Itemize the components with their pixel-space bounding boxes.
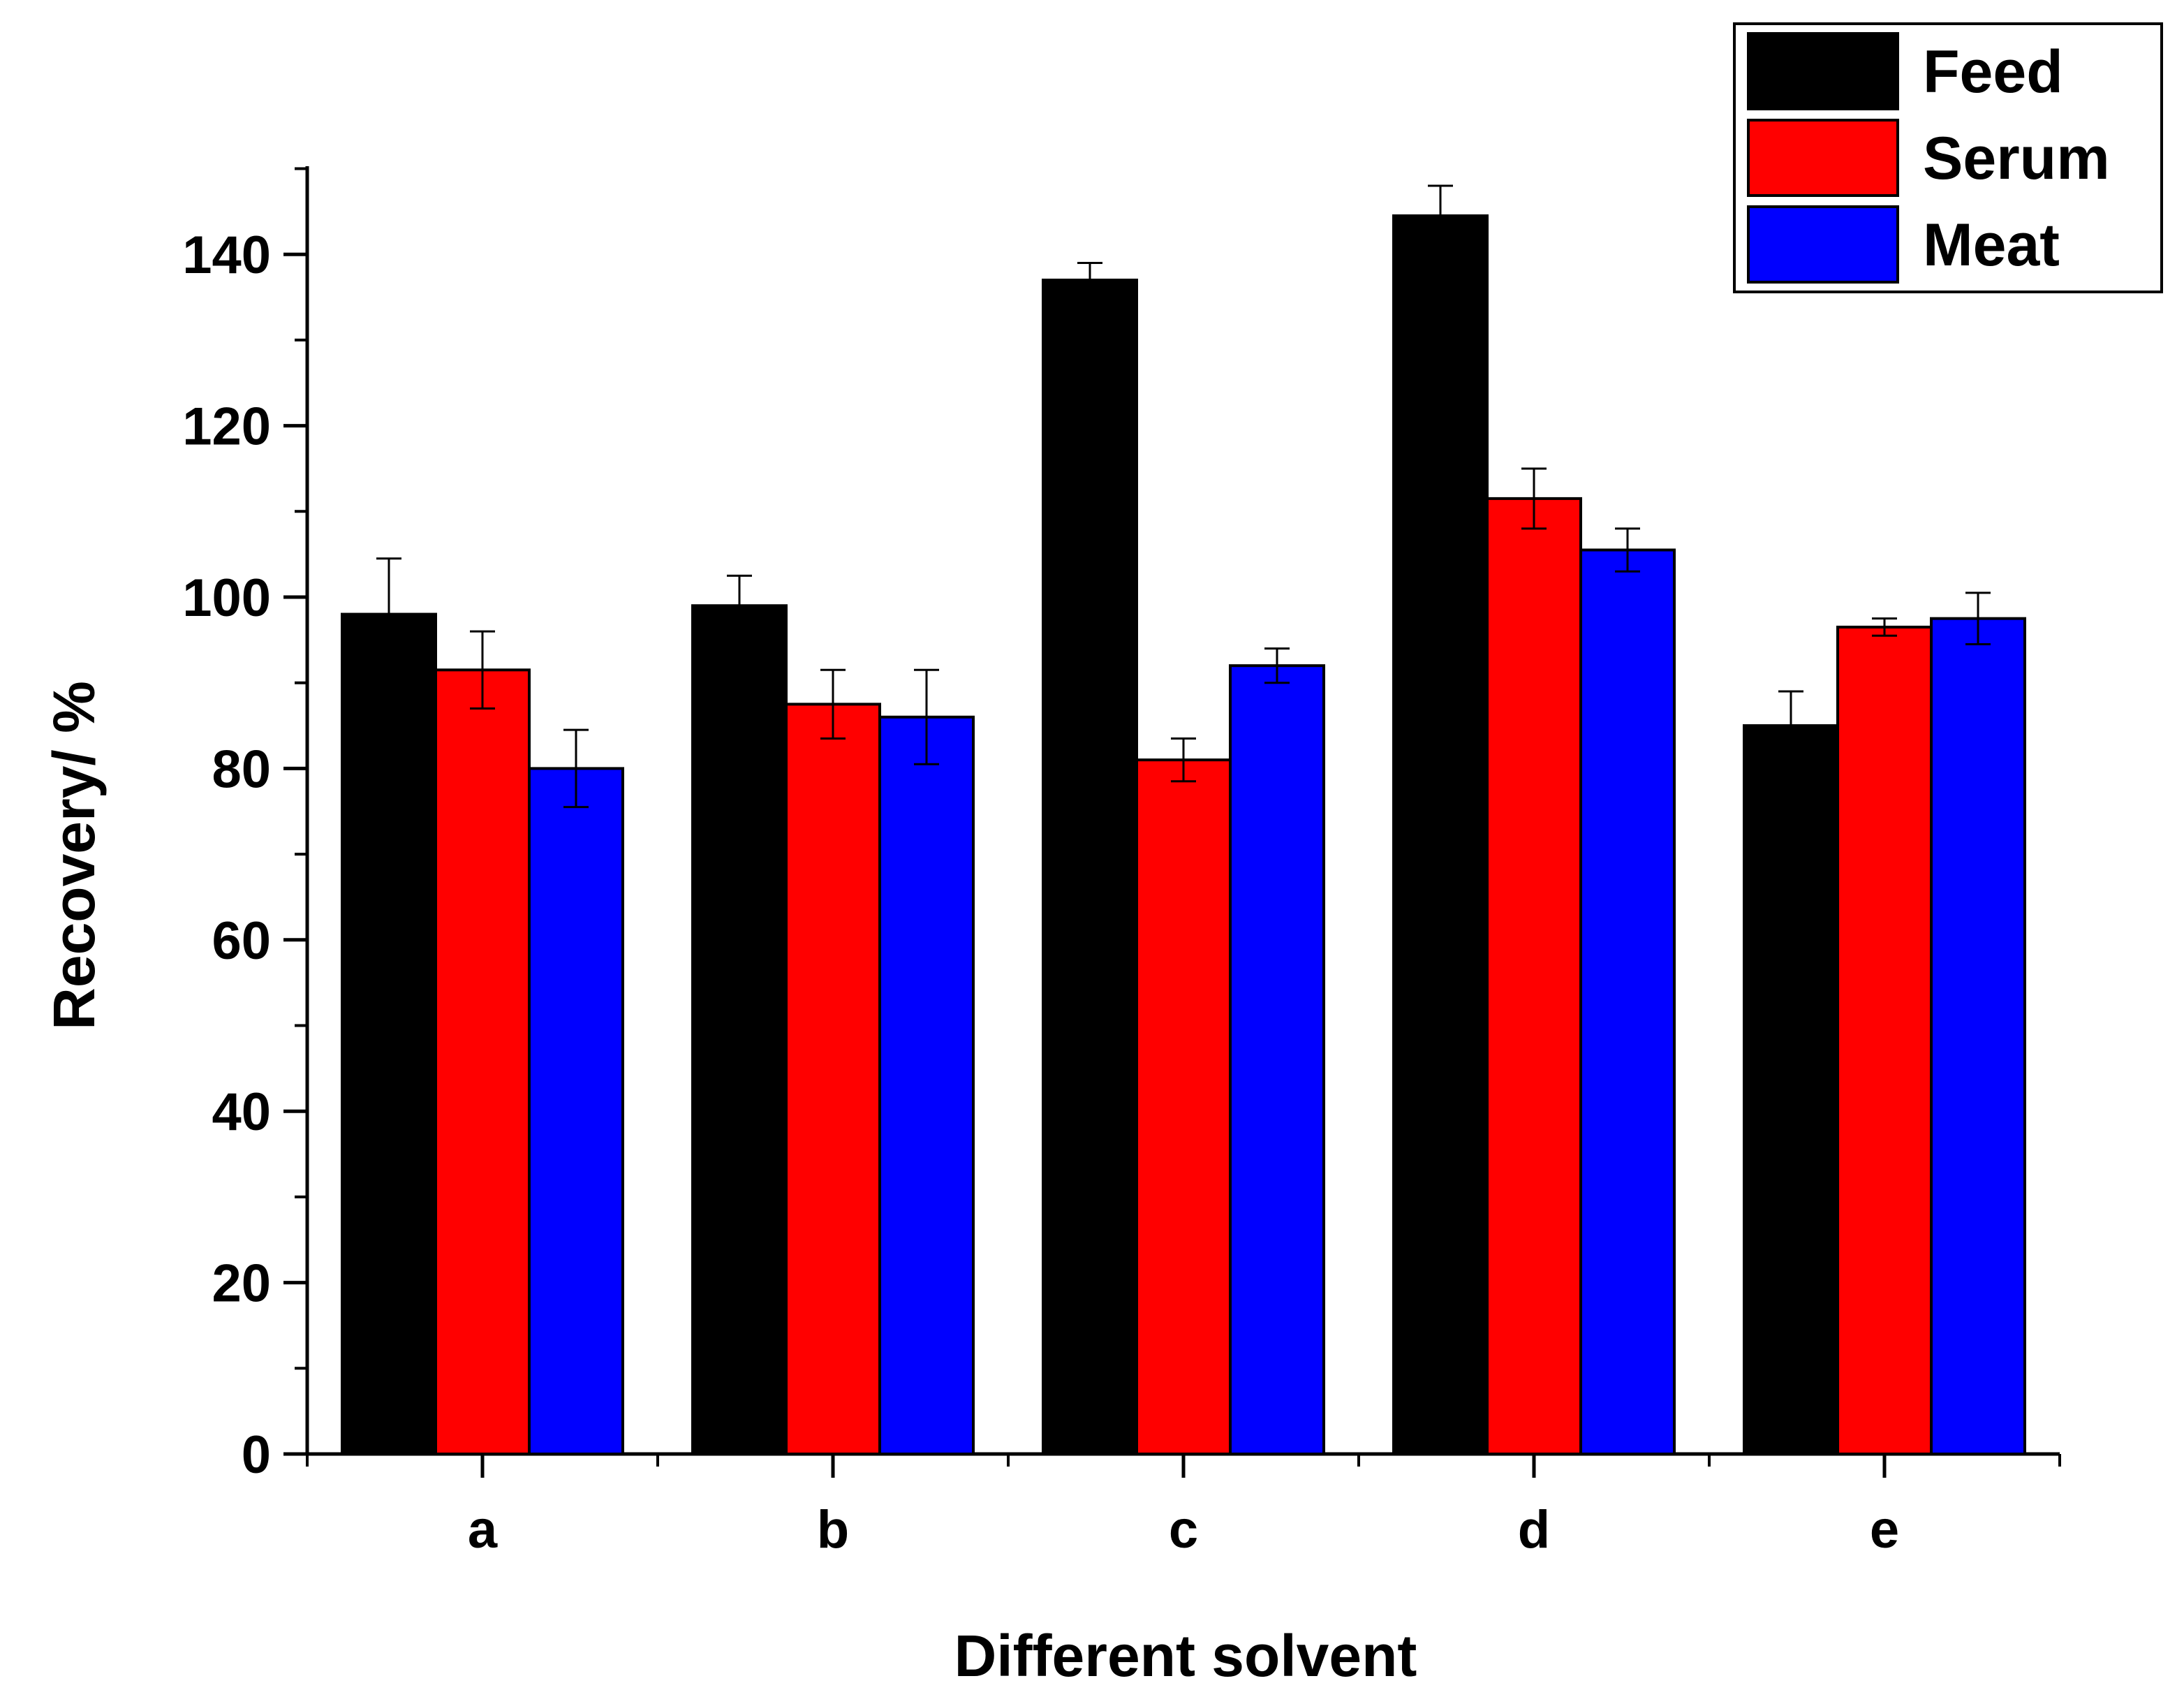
y-tick-label: 0 [242,1425,271,1485]
y-tick-label: 100 [182,568,271,628]
bars [341,214,2026,1456]
bar-meat-c [1229,664,1325,1455]
y-tick-label: 120 [182,397,271,457]
x-tick-label: d [1518,1500,1550,1559]
error-bar-feed-c [1077,261,1102,299]
y-tick-label: 140 [182,226,271,285]
error-bar-meat-e [1965,592,1991,645]
bar-serum-b [785,703,881,1455]
bar-serum-a [434,668,531,1455]
y-tick-label: 80 [212,740,271,799]
error-bar-serum-e [1872,617,1897,637]
axes: 0 20 40 60 80 100 120 140 a b c d e [182,166,2061,1559]
error-bar-serum-b [820,668,846,740]
x-tick-label: c [1169,1500,1198,1559]
error-bar-serum-a [470,630,495,710]
y-tick-label: 20 [212,1254,271,1314]
legend-swatch-meat [1747,205,1899,284]
y-tick-label: 40 [212,1082,271,1142]
bar-feed-d [1392,214,1489,1455]
error-bar-meat-a [563,728,589,809]
bar-feed-b [691,604,788,1455]
x-tick-label: a [468,1500,498,1559]
error-bars [376,184,1991,809]
legend-label-feed: Feed [1923,38,2063,105]
x-tick-label: e [1870,1500,1899,1559]
bar-feed-a [341,612,437,1455]
legend-label-serum: Serum [1923,125,2110,192]
legend-swatch-serum [1747,119,1899,197]
x-axis-title: Different solvent [954,1623,1417,1689]
bar-meat-b [878,715,975,1455]
bar-serum-c [1135,758,1232,1455]
y-axis-title: Recovery/ % [41,681,107,1030]
error-bar-serum-c [1171,737,1196,783]
error-bar-feed-e [1778,690,1803,761]
bar-meat-d [1579,548,1676,1455]
error-bar-feed-d [1428,184,1453,247]
legend-label-meat: Meat [1923,212,2060,279]
bar-meat-a [528,767,624,1455]
legend: Feed Serum Meat [1733,22,2163,293]
y-tick-label: 60 [212,911,271,971]
x-tick-label: b [817,1500,849,1559]
error-bar-meat-b [914,668,939,765]
bar-serum-d [1486,497,1582,1455]
error-bar-feed-b [727,574,752,637]
error-bar-serum-d [1521,467,1547,530]
error-bar-meat-c [1264,647,1290,684]
bar-meat-e [1930,617,2026,1455]
legend-swatch-feed [1747,32,1899,110]
bar-feed-e [1743,724,1839,1455]
bar-serum-e [1836,625,1933,1456]
error-bar-feed-a [376,557,401,671]
error-bar-meat-d [1615,527,1640,573]
bar-feed-c [1042,279,1138,1455]
